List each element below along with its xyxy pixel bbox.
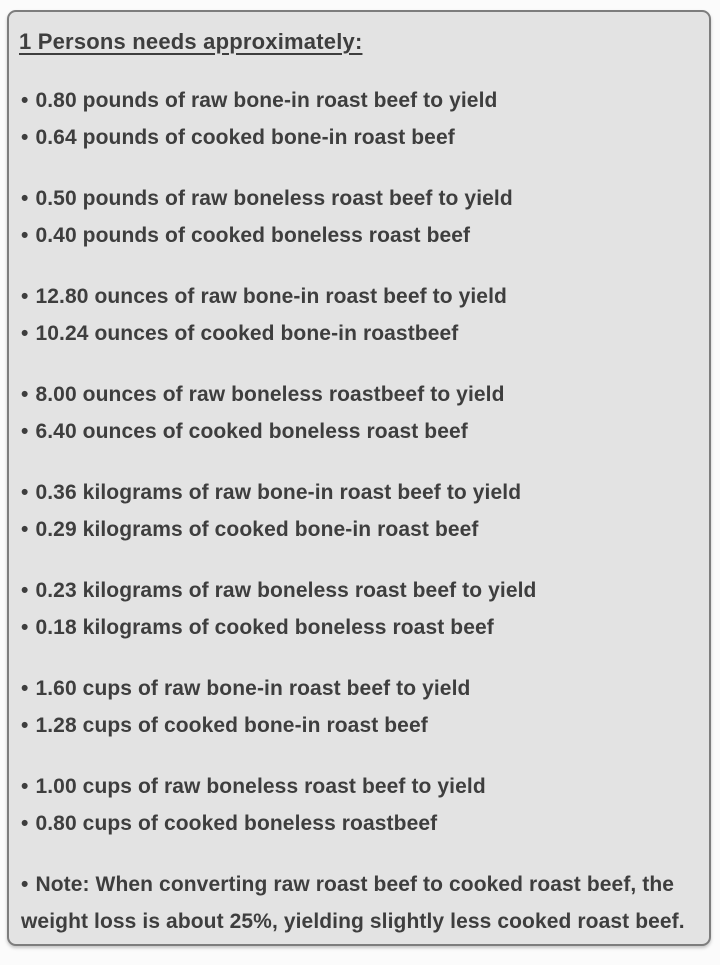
- conversion-line-cooked: • 1.28 cups of cooked bone-in roast beef: [15, 707, 699, 744]
- conversion-line-cooked: • 0.64 pounds of cooked bone-in roast bee…: [15, 119, 699, 156]
- bullet-icon: •: [21, 126, 29, 149]
- conversion-text: 0.29 kilograms of cooked bone-in roast b…: [35, 518, 479, 541]
- conversion-line-cooked: • 0.18 kilograms of cooked boneless roast…: [15, 609, 699, 646]
- conversion-text: 0.36 kilograms of raw bone-in roast beef…: [35, 481, 522, 504]
- conversion-line-raw: • 0.50 pounds of raw boneless roast beef …: [15, 180, 699, 217]
- panel-title: 1 Persons needs approximately:: [19, 29, 363, 54]
- bullet-icon: •: [21, 616, 29, 639]
- conversion-text: 8.00 ounces of raw boneless roastbeef to…: [35, 383, 505, 406]
- bullet-icon: •: [21, 420, 29, 443]
- conversion-text: 0.64 pounds of cooked bone-in roast beef: [35, 126, 455, 149]
- bullet-icon: •: [21, 579, 29, 602]
- bullet-icon: •: [21, 187, 29, 210]
- note-text: Note: When converting raw roast beef to …: [21, 873, 685, 933]
- note-section: • Note: When converting raw roast beef to…: [15, 866, 699, 940]
- conversion-line-raw: • 0.23 kilograms of raw boneless roast be…: [15, 572, 699, 609]
- bullet-icon: •: [21, 285, 29, 308]
- conversion-line-raw: • 8.00 ounces of raw boneless roastbeef t…: [15, 376, 699, 413]
- conversion-line-raw: • 0.80 pounds of raw bone-in roast beef t…: [15, 82, 699, 119]
- conversion-line-cooked: • 0.80 cups of cooked boneless roastbeef: [15, 805, 699, 842]
- note-line: • Note: When converting raw roast beef to…: [15, 866, 697, 940]
- conversion-text: 0.18 kilograms of cooked boneless roast …: [35, 616, 494, 639]
- bullet-icon: •: [21, 322, 29, 345]
- conversion-text: 1.28 cups of cooked bone-in roast beef: [35, 714, 428, 737]
- conversion-text: 0.23 kilograms of raw boneless roast bee…: [35, 579, 537, 602]
- conversion-text: 0.40 pounds of cooked boneless roast bee…: [35, 224, 471, 247]
- bullet-icon: •: [21, 89, 29, 112]
- conversion-text: 12.80 ounces of raw bone-in roast beef t…: [35, 285, 507, 308]
- conversion-line-cooked: • 0.29 kilograms of cooked bone-in roast …: [15, 511, 699, 548]
- conversion-group-kilograms-bone-in: • 0.36 kilograms of raw bone-in roast bee…: [15, 474, 699, 548]
- conversion-group-cups-bone-in: • 1.60 cups of raw bone-in roast beef to …: [15, 670, 699, 744]
- bullet-icon: •: [21, 383, 29, 406]
- conversion-group-pounds-bone-in: • 0.80 pounds of raw bone-in roast beef t…: [15, 82, 699, 156]
- conversion-text: 0.50 pounds of raw boneless roast beef t…: [35, 187, 513, 210]
- conversion-line-raw: • 12.80 ounces of raw bone-in roast beef …: [15, 278, 699, 315]
- conversion-text: 0.80 pounds of raw bone-in roast beef to…: [35, 89, 498, 112]
- conversion-line-cooked: • 6.40 ounces of cooked boneless roast be…: [15, 413, 699, 450]
- bullet-icon: •: [21, 873, 29, 896]
- conversion-line-cooked: • 0.40 pounds of cooked boneless roast be…: [15, 217, 699, 254]
- bullet-icon: •: [21, 518, 29, 541]
- bullet-icon: •: [21, 775, 29, 798]
- conversion-line-raw: • 1.00 cups of raw boneless roast beef to…: [15, 768, 699, 805]
- bullet-icon: •: [21, 812, 29, 835]
- conversion-info-panel: 1 Persons needs approximately: • 0.80 pou…: [7, 10, 711, 946]
- conversion-group-ounces-boneless: • 8.00 ounces of raw boneless roastbeef t…: [15, 376, 699, 450]
- bullet-icon: •: [21, 224, 29, 247]
- conversion-text: 6.40 ounces of cooked boneless roast bee…: [35, 420, 468, 443]
- bullet-icon: •: [21, 481, 29, 504]
- conversion-group-cups-boneless: • 1.00 cups of raw boneless roast beef to…: [15, 768, 699, 842]
- conversion-text: 1.60 cups of raw bone-in roast beef to y…: [35, 677, 471, 700]
- conversion-line-cooked: • 10.24 ounces of cooked bone-in roastbee…: [15, 315, 699, 352]
- conversion-group-kilograms-boneless: • 0.23 kilograms of raw boneless roast be…: [15, 572, 699, 646]
- bullet-icon: •: [21, 714, 29, 737]
- conversion-text: 0.80 cups of cooked boneless roastbeef: [35, 812, 438, 835]
- conversion-text: 10.24 ounces of cooked bone-in roastbeef: [35, 322, 459, 345]
- conversion-group-pounds-boneless: • 0.50 pounds of raw boneless roast beef …: [15, 180, 699, 254]
- conversion-text: 1.00 cups of raw boneless roast beef to …: [35, 775, 486, 798]
- conversion-line-raw: • 1.60 cups of raw bone-in roast beef to …: [15, 670, 699, 707]
- conversion-group-ounces-bone-in: • 12.80 ounces of raw bone-in roast beef …: [15, 278, 699, 352]
- bullet-icon: •: [21, 677, 29, 700]
- conversion-line-raw: • 0.36 kilograms of raw bone-in roast bee…: [15, 474, 699, 511]
